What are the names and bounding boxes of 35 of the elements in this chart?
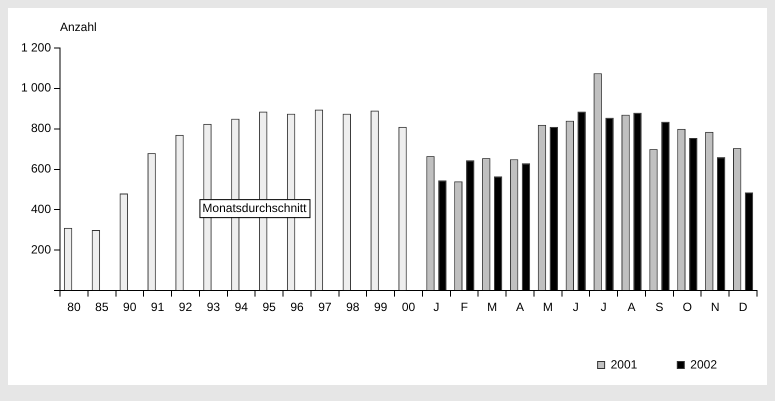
y-tick-label: 200: [31, 242, 52, 256]
x-tick-label: 97: [318, 300, 332, 314]
annotation: Monatsdurchschnitt: [202, 200, 308, 215]
x-tick-label: N: [710, 300, 720, 314]
x-tick-label: M: [487, 300, 498, 314]
y-tick-label: 600: [31, 162, 52, 176]
x-tick-label: 94: [234, 300, 248, 314]
x-tick-label: M: [542, 300, 553, 314]
x-tick-label: 80: [67, 300, 81, 314]
x-tick-label: J: [433, 300, 440, 314]
x-tick-label: F: [460, 300, 468, 314]
y-tick-label: 1 000: [21, 80, 52, 95]
x-tick-label: 96: [290, 300, 304, 314]
x-tick-label: A: [516, 300, 524, 314]
y-axis-title: Anzahl: [60, 20, 97, 34]
y-tick-label: 400: [31, 202, 52, 216]
x-tick-label: 91: [150, 300, 165, 314]
x-tick-label: 93: [206, 300, 220, 314]
x-tick-label: D: [738, 300, 748, 314]
y-tick-label: 1 200: [21, 40, 52, 54]
x-tick-label: J: [600, 300, 607, 314]
x-tick-label: 00: [402, 300, 416, 314]
legend-label: 2002: [690, 357, 718, 372]
x-tick-label: 95: [262, 300, 276, 314]
x-tick-label: 92: [178, 300, 192, 314]
y-tick-label: 800: [31, 121, 52, 136]
x-tick-label: A: [628, 300, 636, 314]
x-tick-label: O: [682, 300, 692, 314]
x-tick-label: S: [655, 300, 664, 314]
legend-label: 2001: [610, 357, 638, 372]
x-tick-label: 85: [95, 300, 109, 314]
x-tick-label: J: [572, 300, 579, 314]
x-tick-label: 99: [374, 300, 388, 314]
x-tick-label: 90: [123, 300, 137, 314]
x-tick-label: 98: [346, 300, 360, 314]
